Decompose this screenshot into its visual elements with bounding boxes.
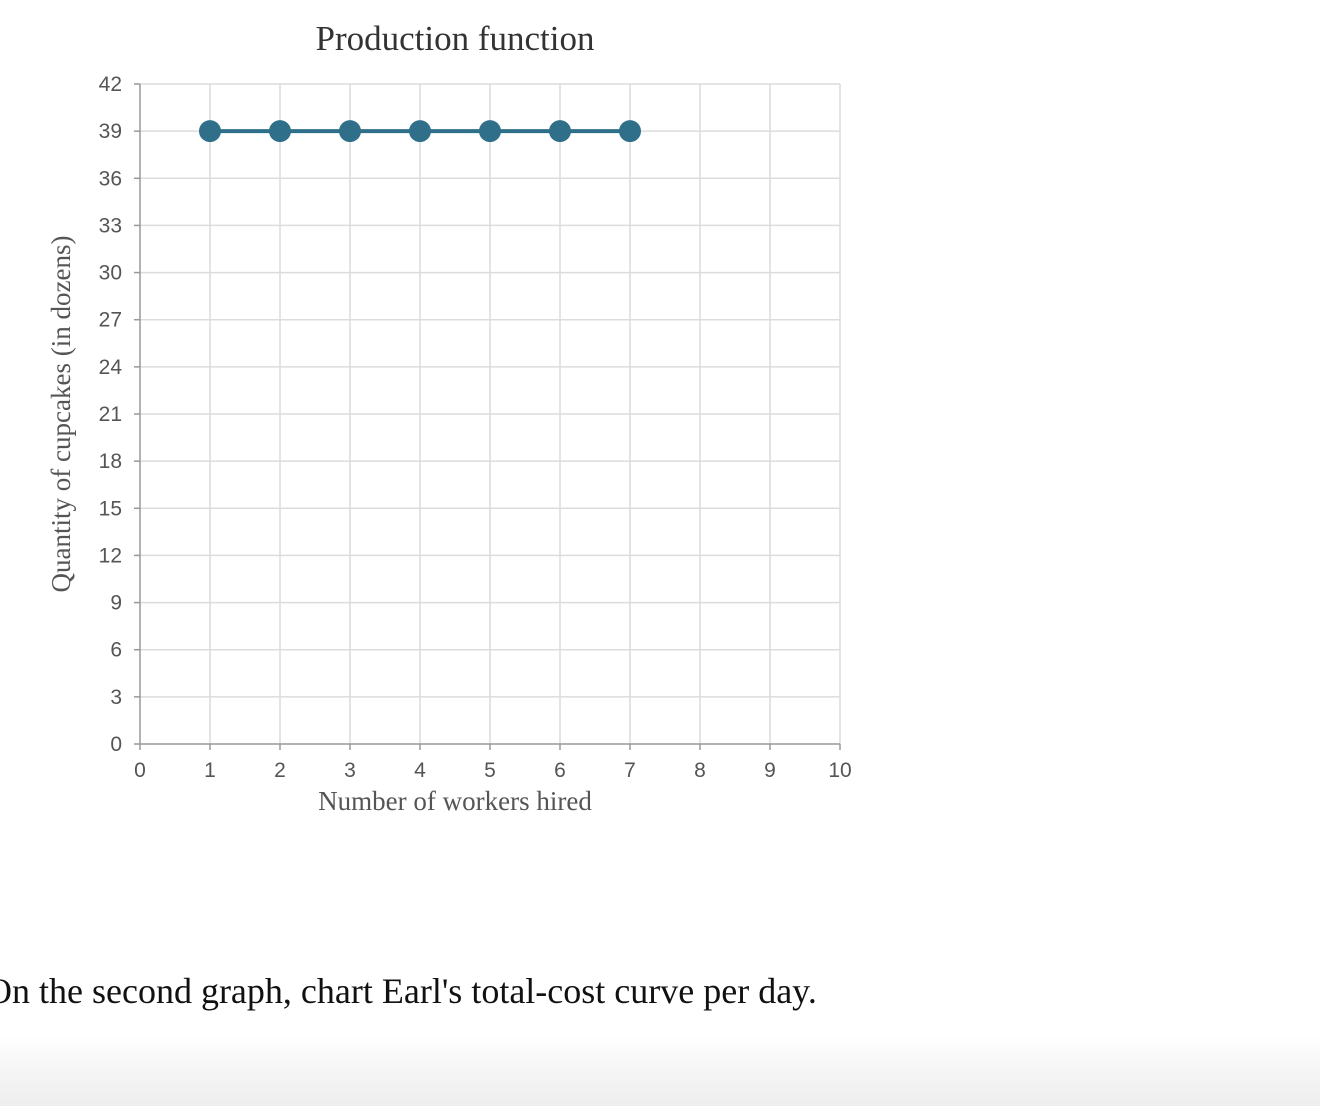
x-tick-labels: 0 1 2 3 4 5 6 7 8 9 10 [134,759,852,782]
y-tick-label: 15 [99,497,122,520]
y-tick-label: 21 [99,403,122,426]
series[interactable] [199,120,641,143]
x-tick-label: 9 [764,759,776,782]
data-point[interactable] [339,120,361,143]
y-tick-label: 33 [99,214,122,237]
x-tick-label: 2 [274,759,286,782]
y-tick-label: 6 [110,639,122,662]
axes [134,83,841,750]
instruction-text: On the second graph, chart Earl's total-… [0,971,817,1011]
data-point[interactable] [269,120,291,143]
y-tick-label: 3 [110,686,122,709]
y-tick-label: 30 [99,262,122,285]
data-point[interactable] [409,120,431,143]
x-tick-label: 5 [484,759,496,782]
grid [140,83,841,744]
x-axis-label: Number of workers hired [318,786,592,816]
y-tick-label: 36 [99,167,122,190]
data-point[interactable] [199,120,221,143]
data-point[interactable] [619,120,641,143]
bottom-fade [0,1036,1320,1106]
x-tick-label: 10 [828,759,851,782]
x-tick-label: 8 [694,759,706,782]
y-axis-label: Quantity of cupcakes (in dozens) [46,236,76,593]
y-tick-label: 39 [99,120,122,143]
y-tick-label: 12 [99,544,122,567]
y-tick-label: 0 [110,733,122,756]
x-tick-label: 7 [624,759,636,782]
data-point[interactable] [479,120,501,143]
x-tick-label: 0 [134,759,146,782]
x-tick-label: 1 [204,759,216,782]
y-tick-label: 9 [110,592,122,615]
chart-title: Production function [316,19,595,58]
x-tick-label: 4 [414,759,426,782]
y-tick-label: 24 [99,356,123,379]
data-point[interactable] [549,120,571,143]
y-tick-label: 18 [99,450,122,473]
x-tick-label: 3 [344,759,356,782]
y-tick-label: 42 [99,73,122,96]
y-tick-label: 27 [99,309,122,332]
production-function-chart: Production function 0 1 2 3 4 5 6 7 8 9 10 0369121… [46,19,852,816]
x-tick-label: 6 [554,759,566,782]
